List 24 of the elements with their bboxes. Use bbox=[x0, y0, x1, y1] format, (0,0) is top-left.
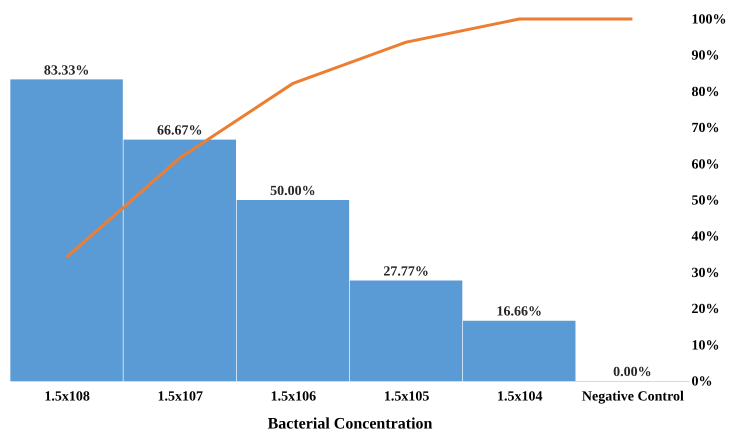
y-tick-label: 30% bbox=[692, 266, 720, 281]
y-tick-label: 90% bbox=[692, 48, 720, 64]
y-tick-label: 40% bbox=[692, 230, 720, 245]
data-label: 16.66% bbox=[496, 304, 542, 320]
data-label: 83.33% bbox=[44, 63, 90, 78]
data-label: 66.67% bbox=[157, 124, 202, 139]
y-tick-label: 70% bbox=[692, 121, 720, 136]
y-tick-label: 20% bbox=[692, 302, 720, 318]
y-tick-label: 100% bbox=[692, 12, 726, 28]
x-tick-label: Negative Control bbox=[582, 390, 684, 404]
x-axis-title: Bacterial Concentration bbox=[268, 416, 433, 432]
data-label: 0.00% bbox=[613, 365, 652, 380]
y-tick-label: 0% bbox=[692, 374, 712, 390]
y-tick-label: 60% bbox=[692, 157, 720, 172]
data-label: 50.00% bbox=[270, 184, 316, 199]
x-tick-label: 1.5x107 bbox=[158, 390, 203, 404]
x-tick-label: 1.5x105 bbox=[384, 390, 430, 404]
data-label: 27.77% bbox=[383, 264, 429, 280]
y-tick-label: 10% bbox=[692, 338, 720, 354]
x-tick-label: 1.5x106 bbox=[270, 390, 316, 404]
x-tick-label: 1.5x104 bbox=[497, 390, 542, 404]
y-tick-label: 80% bbox=[692, 84, 720, 100]
y-tick-label: 50% bbox=[692, 194, 720, 208]
x-tick-label: 1.5x108 bbox=[44, 390, 90, 404]
